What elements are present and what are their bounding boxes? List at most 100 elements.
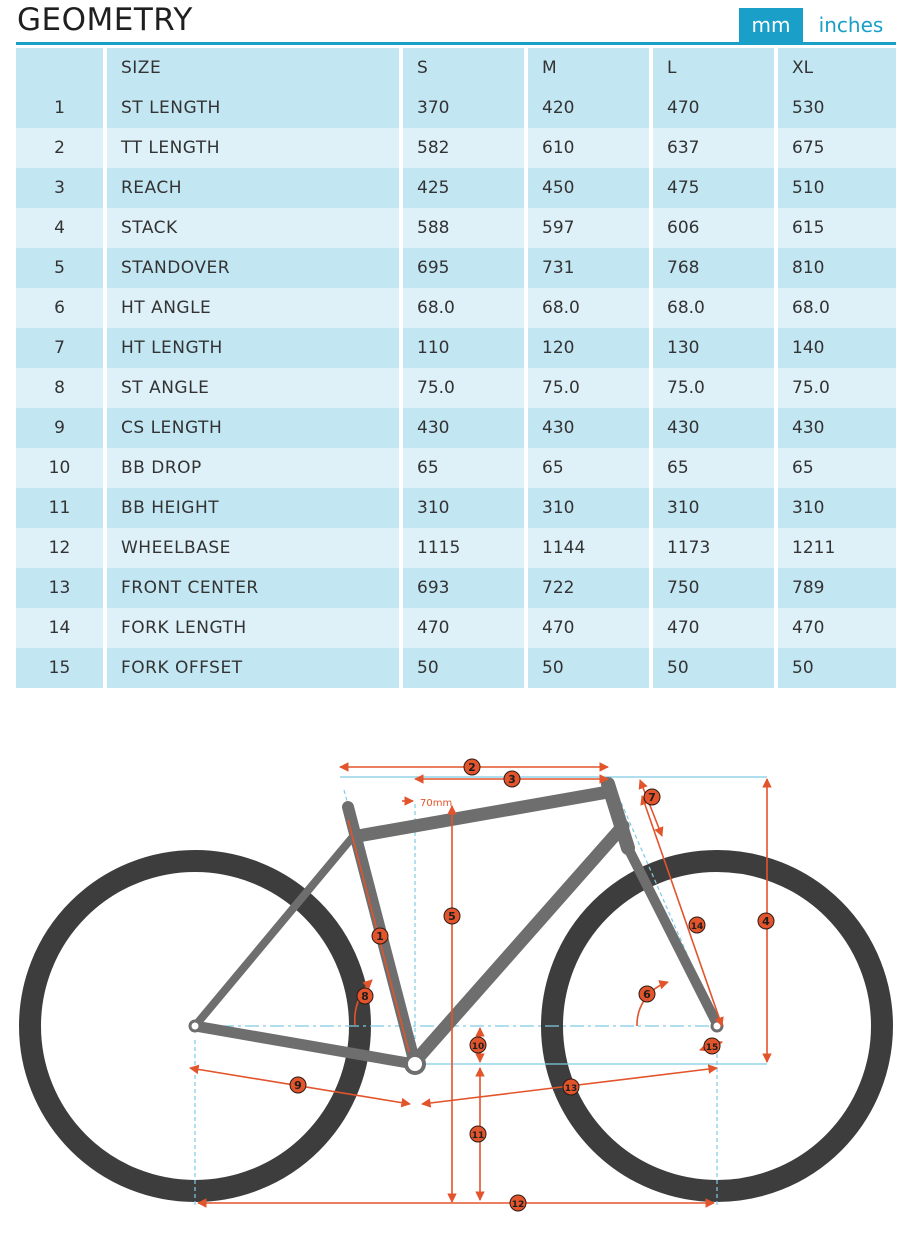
column-header: S: [401, 48, 528, 88]
header-divider: [16, 42, 896, 45]
marker-label: 4: [762, 915, 770, 928]
table-row: 2 TT LENGTH 582 610 637 675: [16, 128, 896, 168]
cell-value: 430: [776, 408, 896, 448]
table-row: 1 ST LENGTH 370 420 470 530: [16, 88, 896, 128]
table-body: 1 ST LENGTH 370 420 470 530 2 TT LENGTH 582 610 63…: [16, 88, 896, 688]
marker-label: 11: [472, 1131, 485, 1141]
cell-value: 65: [651, 448, 778, 488]
cell-value: 750: [651, 568, 778, 608]
marker-8: 8: [356, 987, 374, 1005]
cell-value: 130: [651, 328, 778, 368]
cell-value: 65: [526, 448, 653, 488]
row-label: FRONT CENTER: [105, 568, 403, 608]
marker-label: 5: [448, 910, 456, 923]
column-header: M: [526, 48, 653, 88]
cell-value: 68.0: [401, 288, 528, 328]
cell-value: 1211: [776, 528, 896, 568]
cell-value: 789: [776, 568, 896, 608]
cell-value: 310: [776, 488, 896, 528]
cell-value: 470: [401, 608, 528, 648]
column-header: [16, 48, 107, 88]
cell-value: 1115: [401, 528, 528, 568]
row-number: 14: [16, 608, 107, 648]
cell-value: 65: [401, 448, 528, 488]
cell-value: 50: [776, 648, 896, 688]
cell-value: 430: [651, 408, 778, 448]
cell-value: 430: [401, 408, 528, 448]
cell-value: 120: [526, 328, 653, 368]
marker-label: 15: [706, 1043, 719, 1053]
cell-value: 310: [401, 488, 528, 528]
column-header: L: [651, 48, 778, 88]
cell-value: 1173: [651, 528, 778, 568]
cell-value: 731: [526, 248, 653, 288]
marker-label: 2: [468, 761, 476, 774]
cell-value: 50: [651, 648, 778, 688]
row-number: 10: [16, 448, 107, 488]
cell-value: 425: [401, 168, 528, 208]
table-row: 6 HT ANGLE 68.0 68.0 68.0 68.0: [16, 288, 896, 328]
cell-value: 1144: [526, 528, 653, 568]
table-row: 5 STANDOVER 695 731 768 810: [16, 248, 896, 288]
cell-value: 768: [651, 248, 778, 288]
marker-label: 8: [361, 990, 369, 1003]
cell-value: 588: [401, 208, 528, 248]
table-row: 8 ST ANGLE 75.0 75.0 75.0 75.0: [16, 368, 896, 408]
row-number: 13: [16, 568, 107, 608]
row-label: HT LENGTH: [105, 328, 403, 368]
cell-value: 430: [526, 408, 653, 448]
row-label: ST LENGTH: [105, 88, 403, 128]
cell-value: 582: [401, 128, 528, 168]
row-number: 15: [16, 648, 107, 688]
row-number: 7: [16, 328, 107, 368]
row-number: 5: [16, 248, 107, 288]
row-number: 11: [16, 488, 107, 528]
cell-value: 75.0: [401, 368, 528, 408]
marker-10: 10: [469, 1036, 487, 1054]
bottom-bracket: [404, 1053, 426, 1075]
marker-label: 1: [376, 930, 384, 943]
cell-value: 470: [651, 88, 778, 128]
row-number: 4: [16, 208, 107, 248]
cell-value: 450: [526, 168, 653, 208]
marker-4: 4: [757, 912, 775, 930]
offset-label: 70mm: [420, 798, 452, 809]
marker-3: 3: [503, 770, 521, 788]
marker-label: 9: [294, 1079, 302, 1092]
row-label: STACK: [105, 208, 403, 248]
table-row: 12 WHEELBASE 1115 1144 1173 1211: [16, 528, 896, 568]
cell-value: 68.0: [526, 288, 653, 328]
cell-value: 606: [651, 208, 778, 248]
marker-label: 12: [512, 1200, 525, 1210]
cell-value: 140: [776, 328, 896, 368]
cell-value: 470: [776, 608, 896, 648]
cell-value: 637: [651, 128, 778, 168]
cell-value: 75.0: [776, 368, 896, 408]
cell-value: 510: [776, 168, 896, 208]
cell-value: 75.0: [651, 368, 778, 408]
row-number: 3: [16, 168, 107, 208]
cell-value: 310: [651, 488, 778, 528]
marker-7: 7: [643, 788, 661, 806]
page-title: GEOMETRY: [17, 2, 193, 38]
marker-15: 15: [703, 1037, 721, 1055]
unit-mm-button[interactable]: mm: [739, 8, 803, 42]
cell-value: 675: [776, 128, 896, 168]
row-label: HT ANGLE: [105, 288, 403, 328]
cell-value: 470: [651, 608, 778, 648]
row-label: FORK OFFSET: [105, 648, 403, 688]
row-label: ST ANGLE: [105, 368, 403, 408]
marker-11: 11: [469, 1125, 487, 1143]
table-row: 7 HT LENGTH 110 120 130 140: [16, 328, 896, 368]
cell-value: 475: [651, 168, 778, 208]
row-label: TT LENGTH: [105, 128, 403, 168]
geometry-table: SIZE S M L XL 1 ST LENGTH 370 420 470 530 2 TT …: [16, 48, 896, 688]
row-number: 2: [16, 128, 107, 168]
table-row: 9 CS LENGTH 430 430 430 430: [16, 408, 896, 448]
unit-inches-button[interactable]: inches: [818, 13, 884, 37]
row-label: CS LENGTH: [105, 408, 403, 448]
cell-value: 597: [526, 208, 653, 248]
cell-value: 610: [526, 128, 653, 168]
